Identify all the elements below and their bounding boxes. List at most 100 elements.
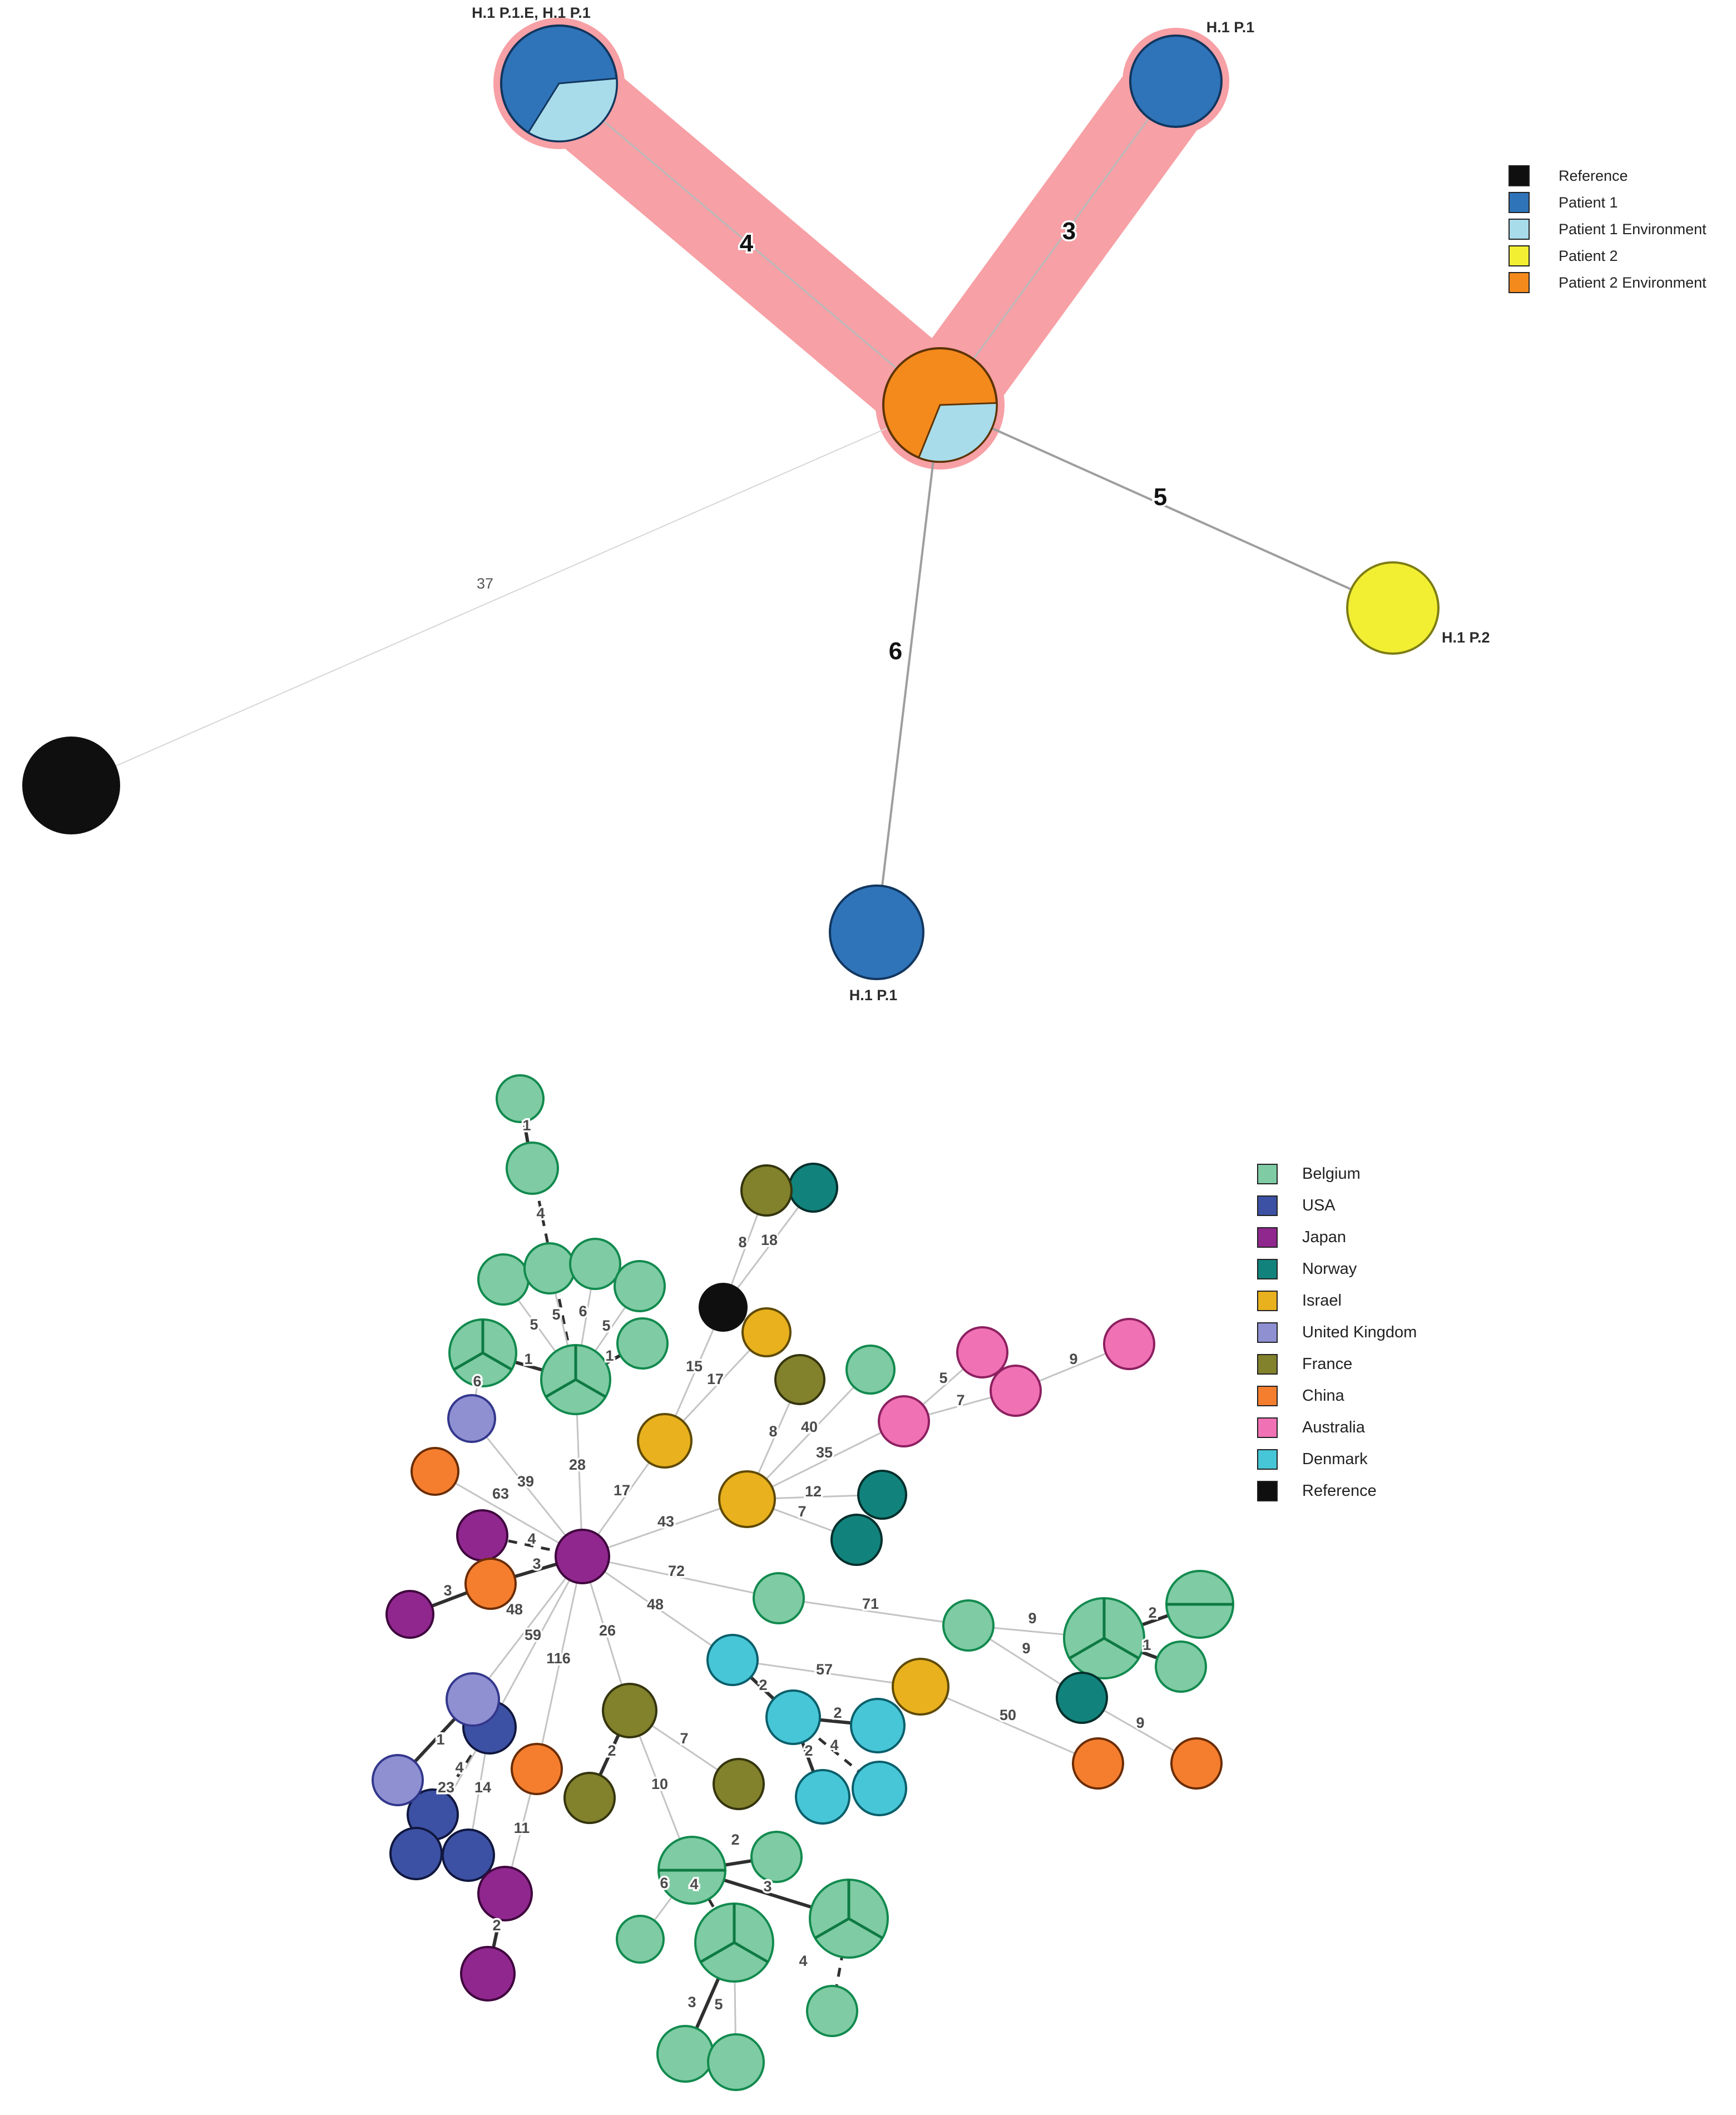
node-k2-united-kingdom (446, 1672, 500, 1727)
legend-item-patient-1: Patient 1 (1509, 189, 1707, 216)
edge-label: 2 (607, 1742, 616, 1759)
edge-label: 6 (578, 1303, 587, 1320)
legend-label: USA (1302, 1197, 1336, 1214)
legend-swatch-icon (1257, 1322, 1278, 1343)
edge-label: 7 (680, 1730, 688, 1747)
edge-label: 2 (731, 1831, 739, 1848)
edge-label: 116 (546, 1650, 571, 1667)
node-c4-china (1072, 1737, 1124, 1790)
edge-label: 11 (514, 1820, 530, 1836)
edge-label: 17 (614, 1482, 630, 1499)
legend-swatch-icon (1509, 165, 1530, 186)
edge-label: 1 (522, 1117, 531, 1134)
node-b6-belgium (523, 1242, 576, 1294)
node-circle (506, 1141, 559, 1195)
node-a3-australia (990, 1365, 1042, 1417)
edge-j1-k2 (472, 1556, 583, 1700)
edges (71, 81, 1393, 933)
nodes (372, 1074, 1234, 2091)
node-circle (22, 737, 120, 834)
node-a2-australia (956, 1326, 1008, 1378)
legend-swatch-icon (1257, 1386, 1278, 1406)
pie-divider (453, 1351, 484, 1371)
legend-swatch-icon (1257, 1449, 1278, 1470)
legend-swatch-icon (1509, 245, 1530, 266)
node-circle (741, 1307, 792, 1357)
node-circle (442, 1829, 495, 1882)
node-label-t4: H.1 P.2 (1442, 629, 1490, 646)
edge-label: 1 (524, 1351, 532, 1367)
edge-label: 26 (599, 1622, 616, 1639)
edge-label: 3 (1062, 218, 1076, 245)
node-j3-japan (385, 1590, 434, 1639)
node-circle (616, 1317, 669, 1370)
pie-divider (575, 1378, 606, 1399)
edge-label: 9 (1022, 1640, 1030, 1657)
node-label-t2: H.1 P.1 (1206, 19, 1255, 36)
node-n3-norway (830, 1514, 883, 1566)
edge-label: 35 (816, 1444, 833, 1461)
node-circle (956, 1326, 1008, 1378)
node-i4-israel (892, 1658, 949, 1716)
edge-label: 59 (525, 1627, 541, 1643)
node-b3-belgium (540, 1344, 611, 1415)
node-circle (511, 1743, 563, 1795)
pie-slice (527, 77, 618, 142)
edge-label: 9 (1069, 1351, 1077, 1367)
edge-label: 4 (799, 1953, 807, 1969)
node-b17-belgium (750, 1831, 803, 1883)
edge-label: 5 (939, 1370, 947, 1386)
edge-label: 6 (660, 1875, 668, 1891)
node-f5-france (713, 1758, 765, 1810)
node-n1-norway (788, 1163, 838, 1213)
edge-label: 17 (707, 1371, 724, 1387)
edge-b11-b12 (778, 1597, 969, 1627)
edge-t2-t3 (939, 81, 1177, 406)
node-b23-belgium (707, 2033, 765, 2091)
node-circle (878, 1395, 930, 1447)
node-b1-belgium (496, 1074, 545, 1123)
node-circle (795, 1769, 850, 1825)
node-c2-china (410, 1447, 459, 1496)
node-circle (447, 1394, 496, 1443)
node-circle (774, 1354, 825, 1405)
node-c3-china (511, 1743, 563, 1795)
node-d4-denmark (795, 1769, 850, 1825)
edge-label: 1 (436, 1731, 444, 1748)
node-b18-belgium (809, 1879, 889, 1959)
node-circle (850, 1698, 906, 1753)
node-circle (699, 1283, 748, 1332)
node-circle (569, 1238, 621, 1290)
edge-label: 2 (833, 1704, 842, 1721)
legend-item-denmark: Denmark (1257, 1444, 1417, 1475)
edge-j1-d1 (582, 1555, 733, 1661)
edge-t3-t5 (71, 404, 941, 786)
node-circle (830, 1514, 883, 1566)
node-circle (707, 2033, 765, 2091)
node-circle (713, 1758, 765, 1810)
pie-divider (700, 1941, 735, 1964)
legend-label: Reference (1302, 1482, 1377, 1500)
node-a4-australia (1103, 1318, 1155, 1370)
pie-divider (482, 1351, 513, 1371)
node-circle (750, 1831, 803, 1883)
node-c5-china (1170, 1737, 1223, 1790)
node-b14-belgium (1165, 1570, 1234, 1639)
edge-label: 71 (862, 1595, 879, 1612)
edge-j1-u1 (488, 1556, 583, 1728)
edge-label: 9 (1028, 1610, 1036, 1627)
edge-label: 8 (769, 1423, 777, 1440)
node-t4-patient-2 (1346, 561, 1440, 655)
node-circle (446, 1672, 500, 1727)
node-label-t1: H.1 P.1.E, H.1 P.1 (472, 4, 591, 21)
legend-swatch-icon (1509, 192, 1530, 213)
pie-divider (733, 1941, 769, 1964)
node-b9-belgium (616, 1317, 669, 1370)
edge-label: 23 (438, 1779, 454, 1796)
edge-label: 12 (805, 1483, 822, 1500)
node-t3-patient-2-environment (882, 347, 998, 463)
edge-j1-c2 (434, 1470, 583, 1558)
legend-label: France (1302, 1355, 1353, 1373)
node-b12-belgium (942, 1599, 995, 1652)
